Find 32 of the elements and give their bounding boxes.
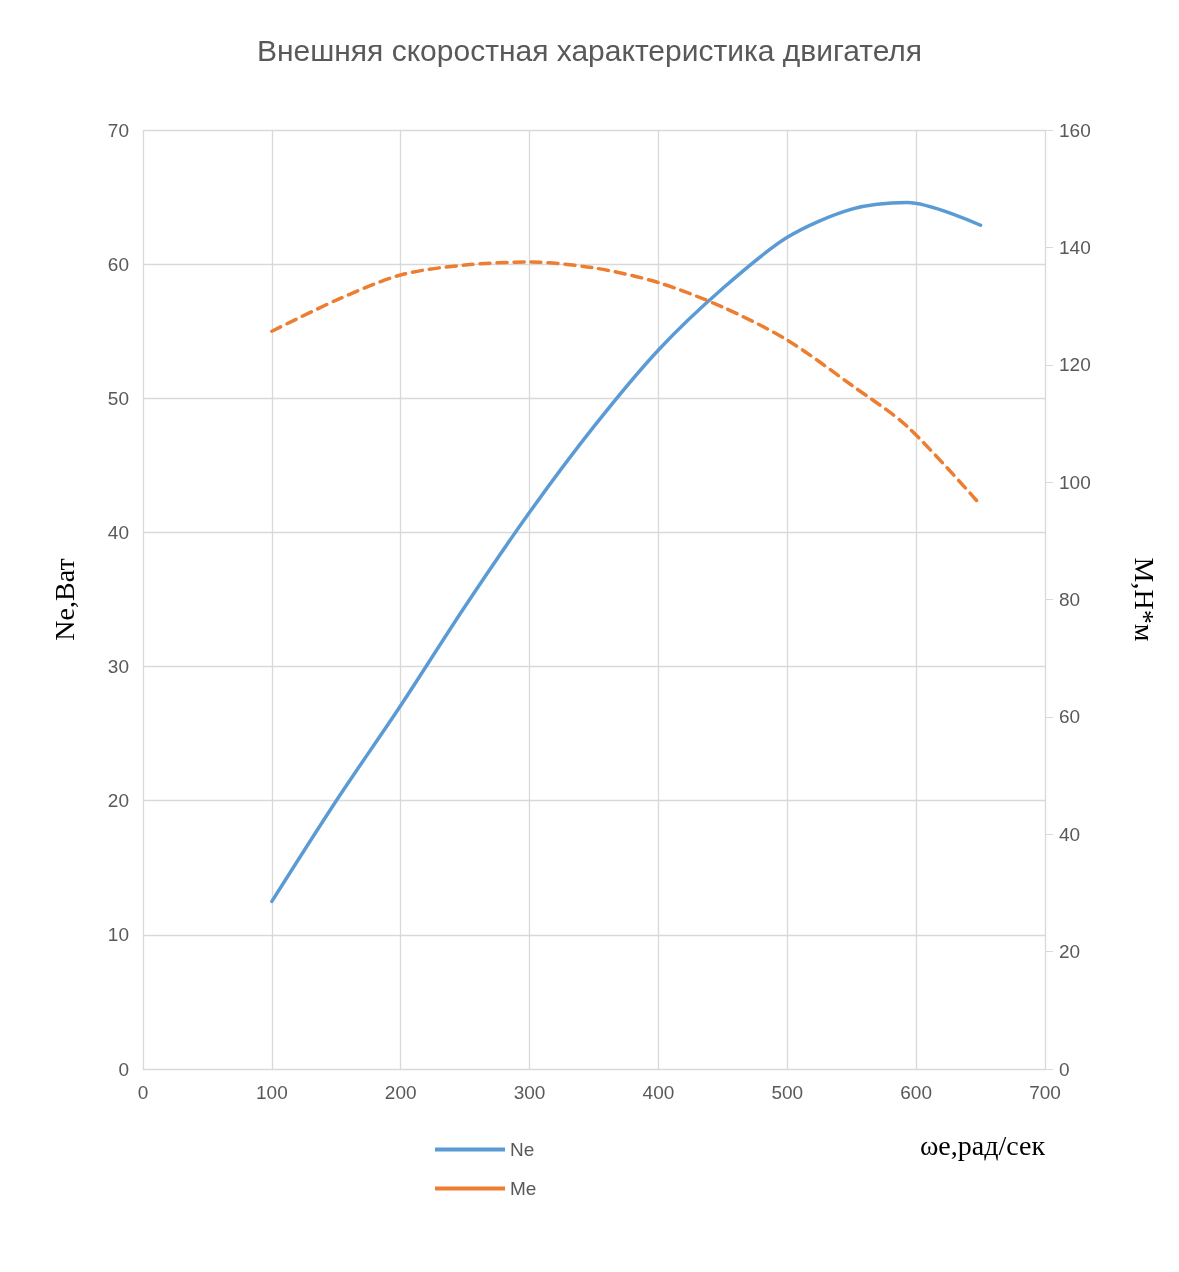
y2-tick-label: 60 xyxy=(1059,706,1081,728)
y-tick-label: 50 xyxy=(107,387,129,409)
x-tick-label: 0 xyxy=(137,1082,149,1103)
line-series xyxy=(270,200,983,904)
y-tick-label: 0 xyxy=(118,1058,129,1080)
y-tick-label: 70 xyxy=(107,119,129,141)
x-tick-label: 600 xyxy=(900,1082,932,1103)
y-tick-label: 40 xyxy=(107,521,129,543)
y2-tick-label: 80 xyxy=(1059,589,1081,610)
x-tick-label: 200 xyxy=(384,1082,417,1103)
x-tick-label: 400 xyxy=(642,1082,675,1103)
y2-axis-title: M,Н*м xyxy=(1128,557,1160,642)
y-tick-label: 20 xyxy=(107,790,129,812)
x-tick-label: 700 xyxy=(1029,1082,1061,1103)
y-tick-label: 60 xyxy=(107,253,129,275)
y2-tick-label: 100 xyxy=(1059,471,1091,493)
y-tick-label: 10 xyxy=(107,924,129,946)
y-tick-label: 30 xyxy=(107,656,129,678)
y2-tick-label: 120 xyxy=(1059,354,1091,376)
legend-label: Me xyxy=(510,1178,537,1199)
y2-tick-label: 20 xyxy=(1059,941,1081,963)
y2-tick-label: 140 xyxy=(1059,236,1091,258)
y-axis-title: Ne,Ват xyxy=(48,558,80,641)
y2-tick-label: 0 xyxy=(1059,1058,1070,1080)
x-tick-label: 300 xyxy=(513,1082,546,1103)
x-axis-title: ωe,рад/сек xyxy=(919,1129,1046,1161)
legend-label: Ne xyxy=(510,1139,535,1160)
chart-title: Внешняя скоростная характеристика двигателя xyxy=(256,33,923,67)
y2-tick-label: 160 xyxy=(1059,119,1091,141)
x-tick-label: 500 xyxy=(771,1082,804,1103)
y2-tick-label: 40 xyxy=(1059,823,1081,845)
x-tick-label: 100 xyxy=(256,1082,288,1103)
